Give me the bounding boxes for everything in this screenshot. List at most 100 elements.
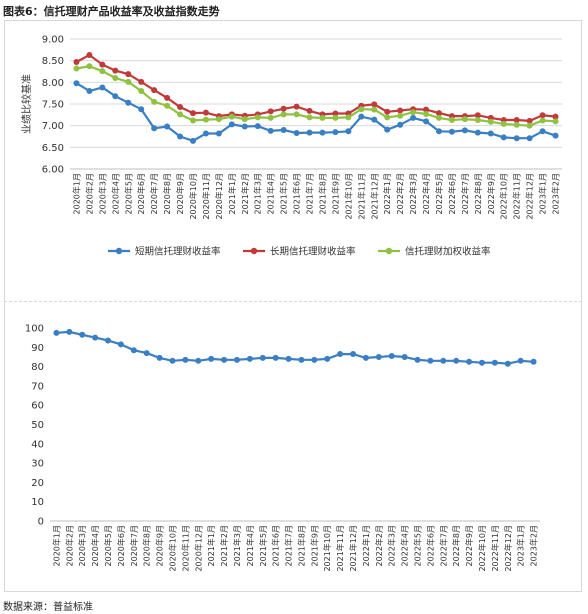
- data-point-s1: [298, 356, 305, 363]
- data-point-s2: [371, 101, 378, 108]
- x-tick-label: 2020年3月: [97, 173, 107, 214]
- data-point-s1: [384, 126, 391, 133]
- data-point-s2: [86, 52, 93, 59]
- x-tick-label: 2022年6月: [425, 525, 435, 566]
- x-tick-label: 2022年2月: [374, 525, 384, 566]
- chart-frame: [4, 20, 582, 592]
- data-point-s1: [99, 84, 106, 91]
- data-point-s1: [358, 113, 365, 120]
- data-point-s3: [410, 109, 417, 116]
- data-point-s3: [384, 114, 391, 121]
- legend-marker-1: [115, 247, 123, 255]
- x-tick-label: 2021年11月: [335, 525, 345, 572]
- data-point-s2: [138, 78, 145, 85]
- data-point-s3: [371, 106, 378, 113]
- data-point-s1: [414, 356, 421, 363]
- data-point-s1: [280, 127, 287, 133]
- x-tick-label: 2021年8月: [296, 525, 306, 566]
- x-tick-label: 2022年7月: [460, 173, 470, 214]
- data-point-s1: [530, 358, 537, 365]
- data-point-s2: [177, 104, 184, 111]
- data-point-s1: [125, 99, 132, 106]
- x-tick-label: 2020年3月: [77, 525, 87, 566]
- x-tick-label: 2022年5月: [413, 525, 423, 566]
- data-point-s1: [208, 355, 215, 362]
- data-point-s3: [293, 111, 300, 118]
- x-tick-label: 2023年2月: [551, 173, 561, 214]
- x-tick-label: 2020年10月: [188, 173, 198, 220]
- data-point-s1: [156, 354, 163, 361]
- y-axis-title: 业绩比较基准: [20, 74, 33, 134]
- data-point-s2: [125, 71, 132, 78]
- x-tick-label: 2022年11月: [490, 525, 500, 572]
- x-tick-label: 2020年9月: [175, 173, 185, 214]
- data-point-s1: [202, 130, 209, 137]
- data-point-s1: [311, 356, 318, 363]
- data-point-s3: [215, 116, 222, 123]
- x-tick-label: 2021年2月: [219, 525, 229, 566]
- x-tick-label: 2020年4月: [90, 525, 100, 566]
- x-tick-label: 2023年2月: [529, 525, 539, 566]
- data-point-s3: [228, 113, 235, 120]
- x-tick-label: 2020年12月: [193, 525, 203, 572]
- x-tick-label: 2022年5月: [434, 173, 444, 214]
- y-tick-label: 40: [31, 439, 44, 450]
- data-point-s1: [440, 357, 447, 364]
- data-point-s3: [164, 102, 171, 109]
- x-tick-label: 2020年11月: [201, 173, 211, 220]
- x-tick-label: 2020年5月: [103, 525, 113, 566]
- data-point-s1: [79, 331, 86, 338]
- data-point-s1: [478, 359, 485, 366]
- x-tick-label: 2021年9月: [330, 173, 340, 214]
- y-tick-label: 7.50: [42, 100, 64, 111]
- data-point-s1: [112, 93, 119, 100]
- x-tick-label: 2021年5月: [279, 173, 289, 214]
- data-point-s1: [272, 354, 279, 361]
- data-point-s1: [526, 135, 533, 142]
- data-point-s1: [66, 328, 73, 335]
- data-point-s3: [73, 65, 80, 72]
- data-point-s3: [436, 114, 442, 121]
- data-point-s1: [164, 123, 171, 130]
- data-point-s3: [552, 118, 559, 125]
- x-tick-label: 2022年1月: [382, 173, 392, 214]
- data-point-s1: [461, 127, 468, 134]
- data-point-s1: [500, 134, 507, 141]
- y-tick-label: 6.00: [42, 165, 64, 176]
- data-point-s1: [436, 128, 442, 135]
- data-point-s3: [474, 117, 481, 124]
- y-tick-label: 0: [38, 517, 44, 528]
- data-point-s1: [324, 355, 331, 362]
- x-tick-label: 2021年10月: [343, 173, 353, 220]
- y-tick-label: 6.50: [42, 143, 64, 154]
- data-point-s1: [552, 132, 559, 139]
- data-point-s3: [190, 117, 196, 124]
- data-point-s2: [267, 108, 274, 115]
- data-point-s3: [526, 122, 533, 129]
- x-tick-label: 2020年8月: [162, 173, 172, 214]
- x-tick-label: 2022年2月: [395, 173, 405, 214]
- data-point-s3: [241, 116, 248, 123]
- data-point-s1: [487, 130, 494, 137]
- data-point-s1: [345, 128, 352, 135]
- data-point-s1: [306, 129, 313, 136]
- series-line-1: [56, 330, 534, 365]
- data-point-s2: [526, 117, 533, 124]
- x-tick-label: 2021年1月: [206, 525, 216, 566]
- data-point-s1: [221, 356, 228, 363]
- data-point-s1: [259, 354, 266, 361]
- x-tick-label: 2022年4月: [400, 525, 410, 566]
- data-point-s3: [513, 121, 520, 128]
- y-tick-label: 100: [25, 324, 44, 335]
- data-point-s1: [228, 121, 235, 128]
- y-tick-label: 8.00: [42, 78, 64, 89]
- data-point-s1: [169, 357, 176, 364]
- x-tick-label: 2022年7月: [438, 525, 448, 566]
- data-point-s3: [319, 114, 326, 121]
- data-point-s1: [182, 356, 189, 363]
- x-tick-label: 2022年8月: [473, 173, 483, 214]
- legend-label-2: 长期信托理财收益率: [270, 246, 356, 258]
- x-tick-label: 2020年4月: [110, 173, 120, 214]
- data-point-s2: [423, 106, 430, 113]
